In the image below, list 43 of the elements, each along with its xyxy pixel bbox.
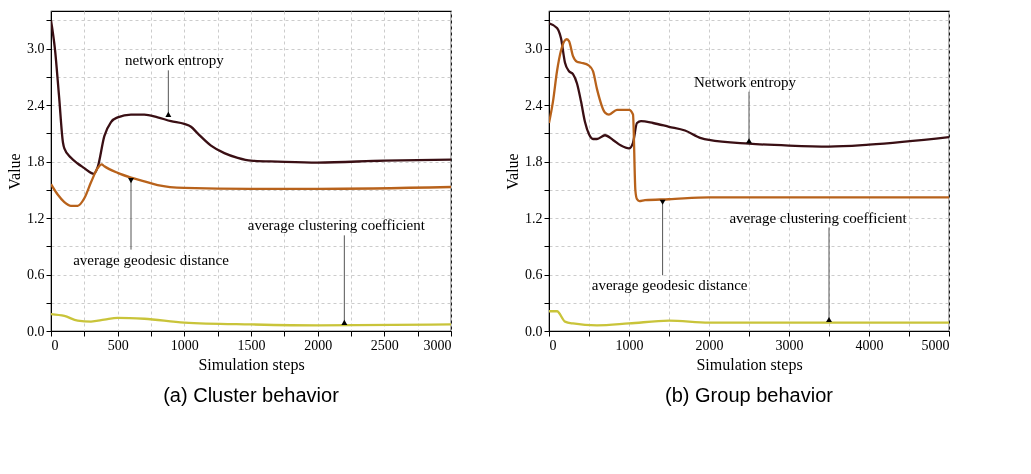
y-tick-label: 2.4 — [27, 97, 45, 113]
annotation: average geodesic distance — [73, 251, 230, 268]
y-axis-title: Value — [504, 153, 521, 190]
y-tick-label: 0.6 — [525, 267, 543, 283]
line-series — [549, 310, 949, 327]
y-tick-label: 3.0 — [27, 41, 45, 57]
y-tick-label: 0.6 — [27, 267, 45, 283]
x-tick-label: 2000 — [304, 337, 333, 353]
annotation: average clustering coefficient — [729, 209, 908, 226]
x-tick-label: 0 — [51, 337, 59, 353]
y-tick-label: 3.0 — [525, 41, 543, 57]
x-tick-label: 500 — [107, 337, 129, 353]
x-tick-label: 1000 — [170, 337, 199, 353]
line-series — [51, 19, 451, 175]
x-tick-label: 3000 — [423, 337, 452, 353]
line-series — [51, 312, 451, 327]
line-series — [549, 38, 949, 203]
text: (a) Cluster behavior — [163, 384, 340, 406]
y-tick-label: 2.4 — [525, 97, 543, 113]
x-axis-title: Simulation steps — [198, 355, 305, 374]
annotation: average geodesic distance — [591, 277, 748, 294]
y-tick-label: 0.0 — [27, 323, 45, 339]
x-tick-label: 2500 — [370, 337, 399, 353]
x-tick-label: 1000 — [615, 337, 644, 353]
x-tick-label: 4000 — [855, 337, 884, 353]
x-tick-label: 0 — [549, 337, 557, 353]
y-tick-label: 1.8 — [525, 154, 543, 170]
x-tick-label: 5000 — [921, 337, 950, 353]
x-axis-title: Simulation steps — [696, 355, 803, 374]
x-tick-label: 3000 — [775, 337, 804, 353]
annotation: Network entropy — [693, 73, 797, 90]
y-tick-label: 1.2 — [27, 210, 45, 226]
line-series — [549, 22, 949, 150]
annotation: network entropy — [124, 52, 225, 69]
y-tick-label: 0.0 — [525, 323, 543, 339]
y-tick-label: 1.2 — [525, 210, 543, 226]
text: (b) Group behavior — [665, 384, 834, 406]
line-series — [51, 163, 451, 207]
annotation: average clustering coefficient — [247, 217, 426, 234]
y-axis-title: Value — [6, 153, 23, 190]
x-tick-label: 1500 — [237, 337, 266, 353]
x-tick-label: 2000 — [695, 337, 724, 353]
y-tick-label: 1.8 — [27, 154, 45, 170]
